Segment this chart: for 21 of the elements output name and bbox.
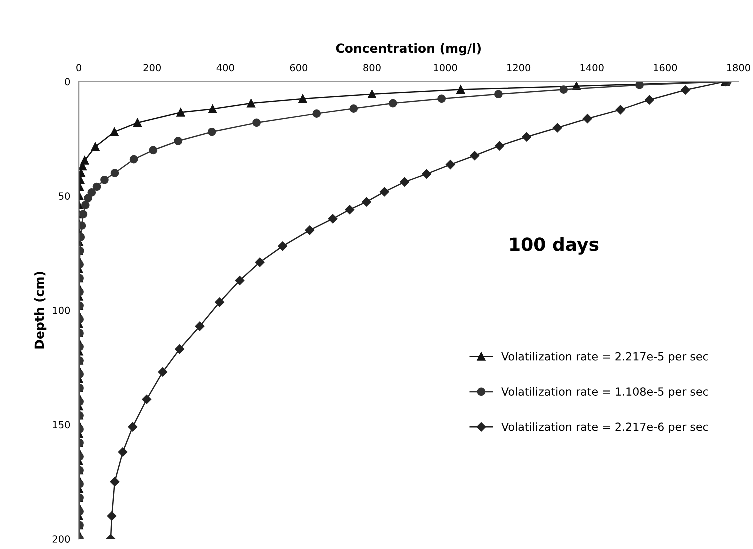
x-tick-label: 800 — [364, 64, 381, 72]
x-tick-label: 1000 — [434, 64, 458, 72]
y-tick-label: 100 — [53, 306, 70, 314]
x-tick-label: 1200 — [508, 64, 531, 72]
x-tick-label: 1600 — [654, 64, 678, 72]
annotation: 100 days — [510, 237, 599, 255]
y-axis-title: Depth (cm) — [34, 272, 47, 349]
y-tick-label: 50 — [59, 192, 70, 200]
x-axis-title: Concentration (mg/l) — [336, 43, 481, 56]
x-tick-label: 0 — [76, 64, 82, 72]
x-tick-label: 600 — [290, 64, 308, 72]
legend-label: Volatilization rate = 1.108e-5 per sec — [502, 387, 708, 398]
legend-label: Volatilization rate = 2.217e-5 per sec — [502, 352, 708, 363]
x-tick-label: 400 — [216, 64, 234, 72]
y-tick-label: 200 — [52, 536, 70, 543]
x-tick-label: 1800 — [727, 64, 750, 72]
y-tick-label: 0 — [65, 78, 70, 86]
y-tick-label: 150 — [53, 421, 70, 429]
x-tick-label: 1400 — [580, 64, 604, 72]
x-tick-label: 200 — [144, 64, 161, 72]
legend-label: Volatilization rate = 2.217e-6 per sec — [502, 422, 708, 434]
